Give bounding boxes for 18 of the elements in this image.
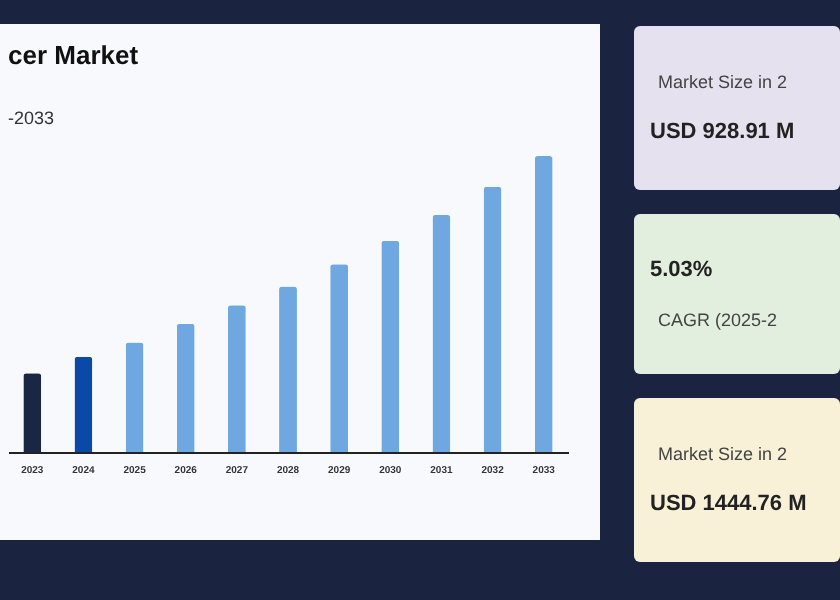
bar — [23, 373, 42, 452]
chart-subtitle: -2033 — [8, 108, 55, 128]
bar — [330, 264, 349, 452]
bar — [74, 356, 93, 452]
text: USD 928.91 M — [650, 120, 797, 144]
bar — [227, 305, 246, 452]
bar — [432, 214, 451, 452]
chart-title: cer Market — [8, 40, 140, 70]
text: Market Size in 2 — [656, 72, 790, 92]
bar — [176, 323, 195, 452]
text: USD 1444.76 M — [650, 492, 809, 516]
bar — [381, 240, 400, 452]
bar — [483, 186, 502, 452]
text: 5.03% — [650, 258, 715, 282]
text: CAGR (2025-2 — [656, 310, 780, 330]
bar — [534, 156, 553, 452]
bar — [125, 342, 144, 452]
text: Market Size in 2 — [656, 444, 790, 464]
